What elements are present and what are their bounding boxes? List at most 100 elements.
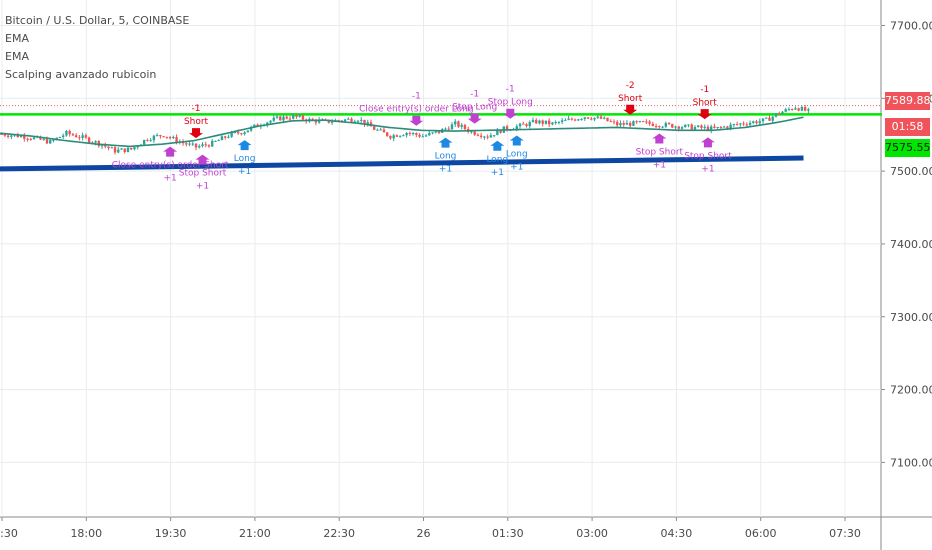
candle-body [152, 135, 156, 141]
candle-body [661, 126, 664, 128]
arrow-up-icon [237, 140, 252, 151]
candle-body [279, 116, 282, 121]
candle-body [570, 118, 574, 120]
candle-body [49, 140, 52, 144]
signal-label: Long [506, 150, 528, 160]
candle-body [298, 115, 301, 117]
candle-body [726, 126, 729, 129]
legend-symbol[interactable]: Bitcoin / U.S. Dollar, 5, COINBASE [5, 14, 190, 27]
candle-body [745, 124, 749, 126]
candle-body [781, 111, 784, 114]
legend-ema-1[interactable]: EMA [5, 32, 29, 45]
candle-body [713, 126, 716, 128]
candle-body [172, 137, 175, 139]
candle-body [285, 116, 288, 119]
signal-label: Short [184, 117, 209, 127]
candle-body [742, 123, 745, 125]
candle-body [567, 118, 570, 120]
candle-body [803, 107, 807, 111]
signal-long: Long +1 [435, 137, 457, 175]
signal-label: Short [618, 94, 643, 104]
candle-body [165, 136, 169, 138]
candle-body [58, 137, 62, 139]
candle-body [664, 123, 668, 127]
candle-body [525, 124, 528, 127]
signal-long: Long +1 [486, 140, 508, 178]
legend-ema-2[interactable]: EMA [5, 50, 29, 63]
candle-body [703, 126, 706, 128]
candle-body [385, 132, 389, 137]
signal-exit: Stop Short +1 [636, 133, 684, 171]
support-trendline [0, 155, 804, 172]
candle-body [651, 123, 655, 126]
candle-body [194, 143, 198, 148]
candle-body [463, 124, 467, 130]
ema-long-line [0, 116, 804, 148]
support-level-tag: 7575.55 [885, 139, 931, 157]
candle-body [619, 123, 622, 126]
candle-body [26, 138, 29, 140]
candle-body [473, 131, 476, 135]
candle-body [227, 136, 230, 138]
candle-body [586, 117, 590, 119]
candle-body [113, 147, 117, 153]
candle-body [768, 117, 771, 121]
candle-body [314, 119, 318, 123]
candle-body [483, 136, 486, 138]
arrow-down-icon [409, 115, 424, 126]
candle-body [211, 140, 214, 147]
candle-body [214, 140, 217, 142]
price-levels [0, 105, 882, 172]
candle-body [0, 133, 3, 135]
signal-exit: Close entry(s) order Long -1 [359, 92, 474, 126]
candle-body [175, 137, 178, 143]
arrow-up-icon [438, 137, 453, 148]
candle-body [395, 135, 399, 137]
candle-body [408, 132, 412, 134]
x-tick-label: 26 [417, 527, 431, 540]
candle-body [492, 135, 496, 137]
candle-body [149, 140, 152, 142]
candle-body [547, 120, 551, 125]
candle-body [538, 120, 541, 124]
candle-body [288, 118, 292, 120]
candle-body [638, 121, 642, 123]
candle-body [162, 136, 165, 138]
candle-body [752, 121, 755, 123]
arrow-up-icon [700, 137, 715, 148]
signal-label: Long [435, 152, 457, 162]
candle-body [392, 135, 395, 139]
candle-body [223, 136, 227, 138]
candle-body [729, 124, 732, 129]
candle-body [583, 117, 587, 119]
candle-body [431, 132, 434, 134]
signal-short: Short -1 [693, 85, 717, 120]
candle-body [535, 120, 538, 124]
candle-body [133, 147, 136, 150]
signal-exit: Stop Long -1 [452, 90, 497, 124]
x-tick-label: 04:30 [661, 527, 693, 540]
x-tick-label: 16:30 [0, 527, 18, 540]
candle-body [654, 125, 658, 127]
y-tick-label: 7100.00 [890, 456, 932, 469]
candle-body [311, 118, 314, 120]
chart-legend: Bitcoin / U.S. Dollar, 5, COINBASE EMA E… [5, 12, 189, 84]
candle-body [774, 113, 778, 117]
signal-short: Short -2 [618, 81, 643, 115]
candle-body [81, 135, 84, 138]
candle-body [437, 131, 441, 133]
y-axis-labels: 7700.007600.007500.007400.007300.007200.… [890, 19, 932, 469]
signal-qty: +1 [510, 163, 523, 173]
candle-body [528, 122, 531, 127]
candle-body [249, 126, 253, 131]
candle-body [690, 124, 693, 130]
candle-body [557, 122, 561, 124]
candle-body [635, 121, 638, 123]
candle-body [518, 123, 522, 127]
legend-strategy[interactable]: Scalping avanzado rubicoin [5, 68, 157, 81]
candle-body [489, 135, 493, 138]
candle-body [295, 115, 298, 117]
candle-body [52, 139, 55, 141]
